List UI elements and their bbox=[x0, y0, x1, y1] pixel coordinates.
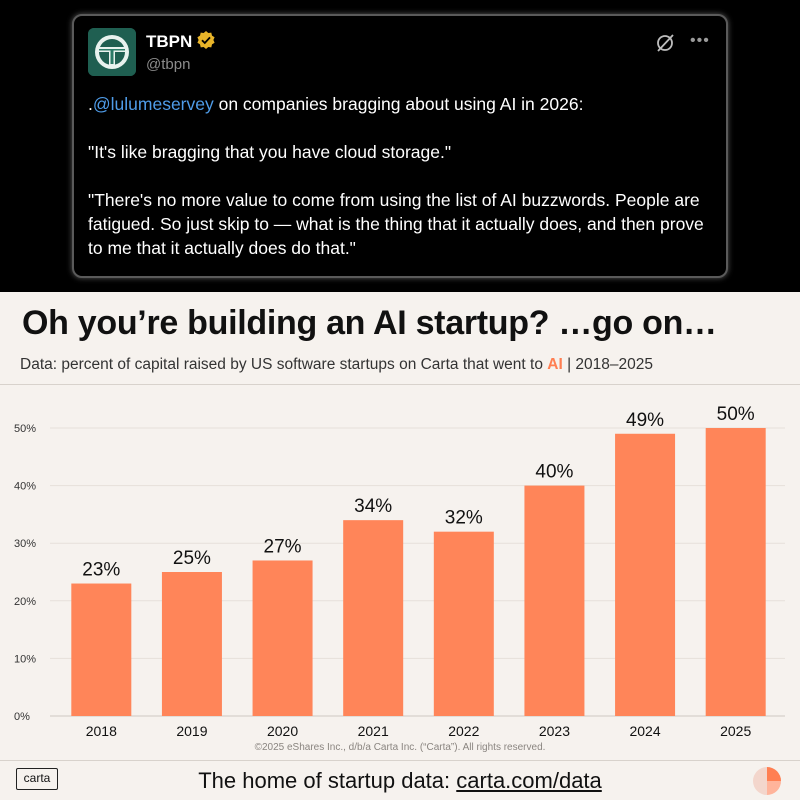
more-options-icon[interactable]: ••• bbox=[690, 32, 710, 49]
tweet-line-1: .@lulumeservey on companies bragging abo… bbox=[88, 92, 718, 116]
grok-icon[interactable] bbox=[654, 32, 676, 54]
tweet-body: .@lulumeservey on companies bragging abo… bbox=[88, 92, 718, 260]
bar-value-label: 25% bbox=[173, 548, 211, 569]
bar bbox=[524, 485, 585, 716]
subtitle-highlight: AI bbox=[547, 356, 563, 373]
x-tick-label: 2024 bbox=[629, 723, 660, 739]
tweet-quote-2: "There's no more value to come from usin… bbox=[88, 190, 704, 258]
bar-value-label: 50% bbox=[717, 404, 755, 425]
bar-value-label: 34% bbox=[354, 496, 392, 517]
x-tick-label: 2019 bbox=[176, 723, 207, 739]
tweet-line-1-rest: on companies bragging about using AI in … bbox=[213, 94, 584, 114]
bar bbox=[161, 572, 222, 716]
y-tick-label: 30% bbox=[14, 538, 36, 550]
footer-text: The home of startup data: bbox=[198, 768, 457, 793]
x-tick-label: 2022 bbox=[448, 723, 479, 739]
tweet-author-handle[interactable]: @tbpn bbox=[146, 56, 191, 73]
x-tick-label: 2018 bbox=[86, 723, 117, 739]
footer-link[interactable]: carta.com/data bbox=[456, 768, 602, 793]
header-divider bbox=[0, 384, 800, 385]
y-tick-label: 0% bbox=[14, 711, 30, 723]
bar-value-label: 49% bbox=[626, 410, 664, 431]
y-tick-label: 40% bbox=[14, 481, 36, 493]
bar bbox=[71, 583, 132, 716]
carta-mark-icon bbox=[753, 767, 781, 795]
bar-value-label: 23% bbox=[82, 560, 120, 581]
bar bbox=[615, 433, 676, 716]
subtitle-before: Data: percent of capital raised by US so… bbox=[20, 356, 548, 373]
x-tick-label: 2020 bbox=[267, 723, 298, 739]
avatar[interactable] bbox=[88, 28, 136, 76]
tbpn-logo-icon bbox=[88, 28, 136, 76]
carta-brand-logo[interactable]: carta bbox=[16, 768, 58, 790]
tweet-author-name[interactable]: TBPN bbox=[146, 32, 193, 51]
tweet-backdrop: TBPN @tbpn ••• .@lulumeservey on compani… bbox=[0, 0, 800, 292]
tweet-actions: ••• bbox=[654, 32, 714, 54]
y-tick-label: 10% bbox=[14, 653, 36, 665]
tweet-prefix: . bbox=[88, 94, 93, 114]
tweet-card[interactable]: TBPN @tbpn ••• .@lulumeservey on compani… bbox=[72, 14, 728, 278]
bar-chart: 0% 10% 20% 30% 40% 50% 23% 2018 25% 2019 27% 2020 34… bbox=[14, 404, 785, 739]
chart-subtitle: Data: percent of capital raised by US so… bbox=[20, 356, 653, 374]
y-tick-label: 20% bbox=[14, 596, 36, 608]
bar bbox=[252, 560, 313, 716]
bar-value-label: 32% bbox=[445, 508, 483, 529]
chart-headline: Oh you’re building an AI startup? …go on… bbox=[22, 304, 717, 342]
bar-value-label: 40% bbox=[535, 462, 573, 483]
x-tick-label: 2021 bbox=[358, 723, 389, 739]
y-tick-label: 50% bbox=[14, 423, 36, 435]
bar bbox=[343, 520, 404, 716]
bar-value-label: 27% bbox=[264, 536, 302, 557]
copyright-notice: ©2025 eShares Inc., d/b/a Carta Inc. (“C… bbox=[254, 742, 546, 753]
bar bbox=[705, 428, 766, 716]
x-tick-label: 2023 bbox=[539, 723, 570, 739]
bar bbox=[433, 531, 494, 716]
subtitle-after: | 2018–2025 bbox=[562, 356, 653, 373]
footer-tagline: The home of startup data: carta.com/data bbox=[0, 768, 800, 794]
x-tick-label: 2025 bbox=[720, 723, 751, 739]
footer-divider bbox=[0, 760, 800, 761]
tweet-quote-1: "It's like bragging that you have cloud … bbox=[88, 142, 452, 162]
verified-badge-icon bbox=[197, 31, 215, 49]
mention-link[interactable]: @lulumeservey bbox=[92, 94, 214, 114]
